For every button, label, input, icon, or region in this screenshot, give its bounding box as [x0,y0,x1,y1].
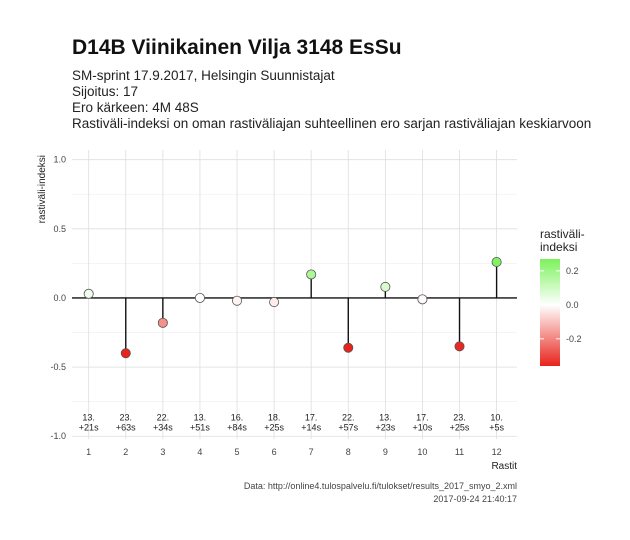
caption-line: 2017-09-24 21:40:17 [433,494,517,504]
legend-tick-label: 0.2 [566,266,579,276]
annotation-line: 13. [82,412,95,422]
x-tick-label: 9 [383,447,388,457]
annotation-line: +10s [413,422,433,432]
x-tick-label: 5 [235,447,240,457]
data-point [380,281,391,292]
annotation-line: 10. [490,412,503,422]
annotation-line: 16. [231,412,244,422]
annotation-line: 13. [194,412,207,422]
chart-subtitle-line: Ero kärkeen: 4M 48S [72,100,199,115]
annotation-line: 18. [268,412,281,422]
annotation-line: 17. [416,412,429,422]
point-annotation: 13. +21s [79,412,99,432]
data-point [491,257,502,268]
data-point [157,317,168,328]
x-tick-label: 11 [455,447,464,457]
annotation-line: 23. [120,412,133,422]
point-annotation: 16. +84s [227,412,247,432]
annotation-line: +63s [116,422,136,432]
legend-tick-label: 0.0 [566,300,579,310]
point-annotation: 10. +5s [489,412,504,432]
legend-tick-label: -0.2 [566,334,582,344]
data-point [194,292,205,303]
points [83,257,502,359]
data-point [120,348,131,359]
y-tick-label: -1.0 [50,431,66,441]
y-tick-label: 0.5 [53,224,66,234]
data-point [83,288,94,299]
x-tick-label: 8 [346,447,351,457]
point-annotation: 23. +63s [116,412,136,432]
annotation-line: +21s [79,422,99,432]
annotation-line: 23. [453,412,466,422]
annotation-line: +14s [301,422,321,432]
legend: rastiväli- indeksi 0.2 0.0 -0.2 [540,227,585,366]
point-annotation: 17. +14s [301,412,321,432]
x-tick-label: 2 [123,447,128,457]
chart-subtitle-line: Sijoitus: 17 [72,84,138,99]
chart-subtitle-line: Rastiväli-indeksi on oman rastiväliajan … [72,116,591,131]
x-tick-label: 10 [417,447,427,457]
point-annotation: 23. +25s [450,412,470,432]
data-point [454,341,465,352]
data-point [269,297,280,308]
annotation-line: +57s [338,422,358,432]
caption-line: Data: http://online4.tulospalvelu.fi/tul… [244,481,517,491]
y-tick-label: 1.0 [53,155,66,165]
x-tick-label: 7 [309,447,314,457]
y-tick-labels: -1.0 -0.5 0.0 0.5 1.0 [50,155,66,442]
annotation-line: +34s [153,422,173,432]
y-tick-label: 0.0 [53,293,66,303]
data-point [417,294,428,305]
annotation-line: +51s [190,422,210,432]
x-tick-label: 1 [86,447,91,457]
point-annotation: 17. +10s [413,412,433,432]
x-tick-label: 3 [160,447,165,457]
annotation-line: 22. [157,412,170,422]
point-annotation: 18. +25s [264,412,284,432]
legend-colorbar [540,259,560,366]
point-annotation: 22. +34s [153,412,173,432]
data-point [343,342,354,353]
data-point [232,295,243,306]
annotation-line: +23s [375,422,395,432]
annotation-line: +25s [264,422,284,432]
annotation-line: +5s [489,422,504,432]
point-annotation: 13. +51s [190,412,210,432]
annotation-line: +84s [227,422,247,432]
chart-title: D14B Viinikainen Vilja 3148 EsSu [72,36,402,59]
annotation-line: 13. [379,412,392,422]
annotation-line: 22. [342,412,355,422]
legend-ticks: 0.2 0.0 -0.2 [540,266,582,344]
data-point [306,269,317,280]
annotation-line: 17. [305,412,318,422]
x-tick-label: 4 [197,447,202,457]
point-annotation: 13. +23s [375,412,395,432]
x-tick-labels: 1 2 3 4 5 6 7 8 9 10 11 12 [86,447,501,457]
grid [72,150,517,439]
x-tick-label: 6 [272,447,277,457]
y-axis-title: rastiväli-indeksi [37,155,48,223]
x-axis-title: Rastit [491,461,517,472]
stems [87,262,498,354]
legend-title-line: indeksi [540,240,577,254]
point-annotation: 22. +57s [338,412,358,432]
legend-title-line: rastiväli- [540,227,585,241]
x-tick-label: 12 [492,447,502,457]
y-tick-label: -0.5 [50,362,66,372]
annotation-line: +25s [450,422,470,432]
chart-subtitle-line: SM-sprint 17.9.2017, Helsingin Suunnista… [72,68,335,83]
